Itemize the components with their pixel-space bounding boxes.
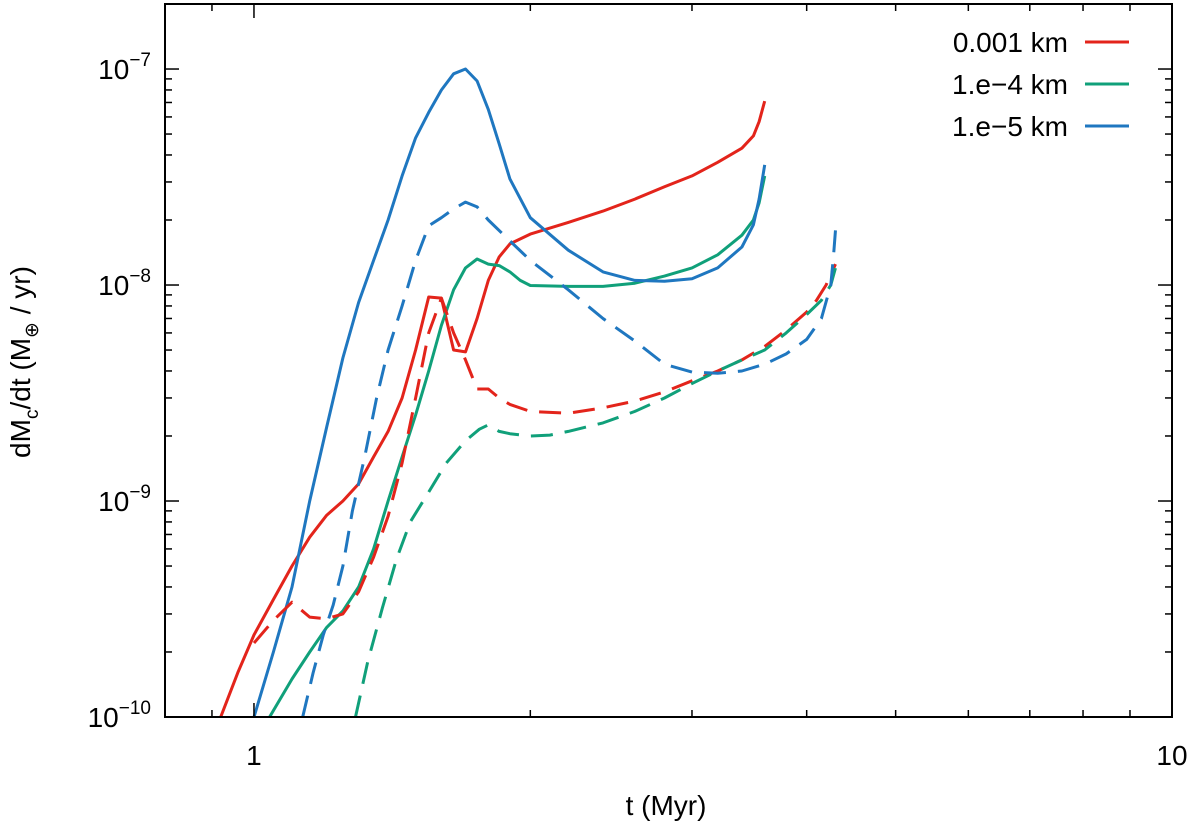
ticks-layer (164, 3, 1173, 718)
legend-label: 0.001 km (953, 27, 1068, 58)
x-axis-label: t (Myr) (626, 790, 707, 821)
plot-frame (164, 3, 1173, 718)
y-tick-label: 10−8 (98, 266, 151, 301)
labels-layer: 10−10 10−9 10−8 10−7 1 10 (88, 50, 1188, 771)
y-axis-label-sub2: ⊕ (22, 322, 43, 338)
y-tick-label: 10−7 (98, 50, 151, 85)
y-axis-label: dMc/dt (M⊕ / yr) (5, 266, 43, 458)
y-tick-label: 10−9 (98, 482, 151, 517)
series-line-solid-1 (268, 175, 767, 717)
x-tick-label: 1 (246, 740, 262, 771)
y-axis-label-pre: dM (5, 419, 36, 458)
series-line-solid-0 (219, 100, 767, 717)
y-tick-label: 10−10 (88, 698, 151, 733)
series-line-dashed-5 (301, 200, 837, 717)
x-tick-label: 10 (1156, 740, 1187, 771)
legend-label: 1.e−4 km (952, 69, 1068, 100)
series-line-dashed-4 (354, 267, 837, 717)
y-axis-label-sub1: c (22, 410, 43, 420)
series-layer (219, 67, 837, 717)
y-axis-label-post: / yr) (5, 266, 36, 322)
series-line-dashed-3 (252, 263, 837, 644)
series-line-solid-2 (252, 67, 767, 717)
y-axis-label-mid: /dt (M (5, 338, 36, 410)
legend: 0.001 km 1.e−4 km 1.e−5 km (952, 27, 1129, 142)
legend-label: 1.e−5 km (952, 111, 1068, 142)
